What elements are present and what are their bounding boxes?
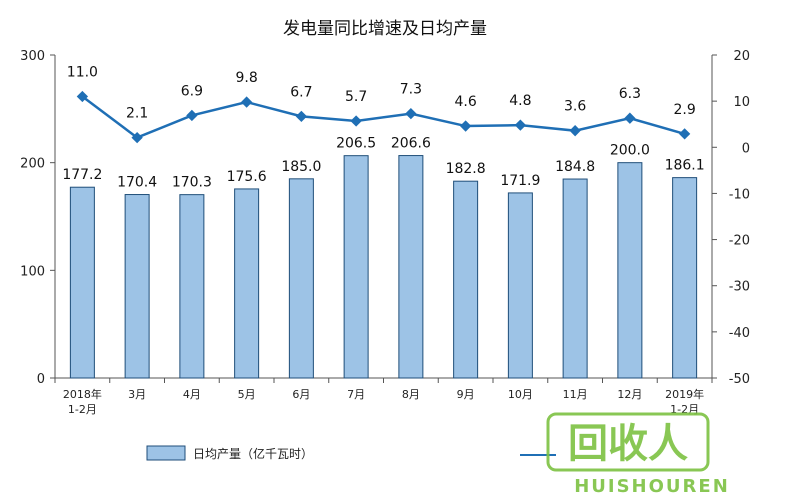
bar-data-label: 175.6 [227,169,267,185]
bar-data-label: 185.0 [281,159,321,175]
bar-series: 177.2 170.4 170.3 175.6 185.0 206.5 206.6 182.8… [62,136,705,379]
line-point [678,128,691,140]
watermark-badge [546,412,710,472]
x-tick-label: 10月 [508,388,533,401]
line-point [569,125,581,137]
bar-data-label: 186.1 [665,158,705,174]
bar [507,192,533,379]
line-point [131,131,143,144]
legend-swatch-bar [146,445,186,461]
bar-data-label: 206.6 [391,136,431,152]
bar-data-label: 177.2 [62,167,102,183]
line-series: 11.0 2.1 6.9 9.8 6.7 5.7 7.3 4.6 4.8 3.6 6.3 2.9 [67,65,696,144]
line-point [240,96,253,108]
y-right-tick-label: 10 [733,95,750,110]
y-left-tick-label: 100 [20,264,45,279]
line-point [295,110,308,123]
x-tick-label: 2019年 [665,387,704,401]
bar-data-label: 184.8 [555,159,595,175]
line-data-label: 11.0 [67,65,98,81]
x-tick-label: 7月 [347,388,365,401]
y-left-tick-label: 0 [37,372,45,387]
bar-data-label: 170.3 [172,175,212,191]
line-data-label: 7.3 [400,82,422,98]
watermark-logo: 回收人 HUISHOUREN [546,412,730,497]
y-right-tick-label: -10 [729,187,750,202]
legend: 日均产量（亿千瓦时） [146,445,556,461]
bar-data-label: 200.0 [610,143,650,159]
line-point [514,119,527,131]
x-tick-label: 12月 [617,388,642,401]
line-data-label: 6.7 [290,84,312,100]
line-point [186,109,198,122]
bar [343,155,369,379]
line-data-label: 4.8 [509,93,531,109]
y-right-tick-label: -40 [729,326,750,341]
line-data-label: 4.6 [454,94,476,110]
y-right-tick-label: 20 [733,49,750,64]
y-right-tick-label: -50 [729,372,750,387]
bar [288,178,314,379]
line-point [459,120,472,132]
x-tick-label: 6月 [292,388,310,401]
y-left-tick-label: 200 [20,157,45,172]
line-data-label: 3.6 [564,99,586,115]
watermark-brand: 回收人 [568,421,688,467]
line-data-label: 6.9 [181,83,203,99]
bar [124,194,150,379]
line-data-label: 5.7 [345,89,367,105]
x-tick-label: 3月 [128,388,146,401]
line-data-label: 2.1 [126,106,148,122]
bar [672,177,698,379]
series-line [81,95,685,140]
y-right-tick-label: -30 [729,280,750,295]
x-tick-label: 8月 [402,388,420,401]
bar [179,194,205,379]
bar [453,180,479,379]
line-data-label: 2.9 [673,102,695,118]
bar [234,188,260,379]
bar-data-label: 170.4 [117,175,157,191]
x-tick-label: 5月 [238,388,256,401]
watermark-latin: HUISHOUREN [574,476,730,497]
line-point [350,115,362,127]
legend-label-bar: 日均产量（亿千瓦时） [193,446,313,461]
x-tick-label: 9月 [457,388,475,401]
x-tick-label: 11月 [563,388,588,401]
x-tick-label: 2018年 [63,387,102,401]
bar [562,178,588,379]
line-data-label: 6.3 [619,86,641,102]
chart-title: 发电量同比增速及日均产量 [283,19,487,39]
bar-data-label: 182.8 [446,161,486,177]
x-tick-label: 4月 [183,388,201,401]
line-point [405,107,417,120]
line-point [624,112,636,124]
bar [398,155,424,379]
y-left-tick-label: 300 [20,49,45,64]
y-right-tick-label: -20 [729,234,750,249]
bar-data-label: 171.9 [500,173,540,189]
bar [69,186,95,379]
bar [617,162,643,379]
x-tick-label: 1-2月 [68,403,97,416]
line-data-label: 9.8 [235,70,257,86]
bar-data-label: 206.5 [336,136,376,152]
y-right-tick-label: 0 [742,141,750,156]
